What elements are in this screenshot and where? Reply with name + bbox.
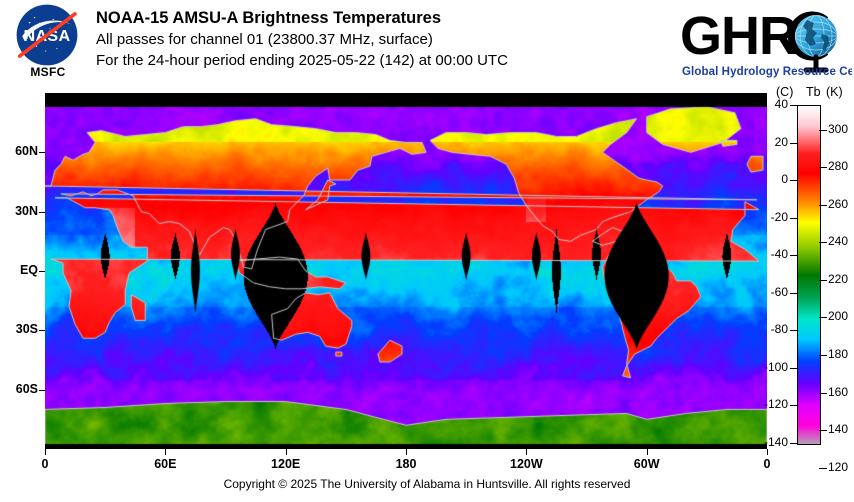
colorbar-tick-mark (819, 130, 827, 131)
colorbar-tick-celsius: 20 (774, 134, 788, 149)
colorbar-tick-mark (819, 355, 827, 356)
colorbar-tick-celsius: -60 (770, 284, 788, 299)
nasa-meatball-icon: NASA (16, 4, 78, 66)
colorbar-tick-celsius: -120 (763, 397, 788, 412)
map-ytick-mark (39, 271, 45, 272)
colorbar-tick-mark (790, 330, 798, 331)
colorbar-tick-kelvin: 240 (828, 234, 849, 249)
colorbar-tick-celsius: 40 (774, 97, 788, 111)
map-xtick-label: 0 (41, 457, 49, 471)
map-ytick-mark (39, 212, 45, 213)
colorbar-tick-mark (790, 368, 798, 369)
colorbar-tick-mark (819, 242, 827, 243)
colorbar-tick-mark (790, 180, 798, 181)
colorbar (797, 105, 821, 445)
map-xtick-mark (526, 449, 527, 455)
colorbar-tick-mark (819, 430, 827, 431)
colorbar-tick-mark (790, 255, 798, 256)
map-ytick-mark (39, 152, 45, 153)
map-xtick-label: 60W (633, 457, 660, 471)
colorbar-tick-kelvin: 300 (828, 121, 849, 136)
colorbar-tick-kelvin: 180 (828, 347, 849, 362)
colorbar-tick-kelvin: 140 (828, 422, 849, 437)
colorbar-tick-mark (790, 143, 798, 144)
map-panel (45, 93, 767, 449)
map-xtick-mark (767, 449, 768, 455)
colorbar-tick-celsius: -100 (763, 359, 788, 374)
colorbar-tick-kelvin: 160 (828, 384, 849, 399)
colorbar-tick-kelvin: 120 (828, 459, 849, 474)
ghrc-logo-icon: GHR Global Hydrology Resource Center (680, 6, 854, 78)
colorbar-tick-mark (819, 393, 827, 394)
title-block: NOAA-15 AMSU-A Brightness Temperatures A… (96, 8, 508, 71)
page-subtitle: All passes for channel 01 (23800.37 MHz,… (96, 31, 433, 48)
map-xtick-label: 120W (510, 457, 543, 471)
ghrc-logo: GHR Global Hydrology Resource Center (676, 2, 854, 82)
map-ytick-label: 60S (15, 381, 38, 396)
colorbar-tick-celsius: -80 (770, 322, 788, 337)
colorbar-tick-mark (819, 468, 827, 469)
colorbar-unit-kelvin: (K) (826, 85, 843, 99)
map-xtick-mark (647, 449, 648, 455)
colorbar-tick-mark (790, 293, 798, 294)
map-ytick-label: 30N (15, 203, 38, 218)
colorbar-tick-kelvin: 260 (828, 196, 849, 211)
colorbar-tick-mark (819, 317, 827, 318)
map-ytick-mark (39, 330, 45, 331)
colorbar-tick-celsius: -40 (770, 247, 788, 262)
map-ytick-label: 30S (15, 322, 38, 337)
page-title: NOAA-15 AMSU-A Brightness Temperatures (96, 9, 442, 27)
nasa-center-label: MSFC (30, 65, 66, 79)
map-ytick-mark (39, 390, 45, 391)
copyright-notice: Copyright © 2025 The University of Alaba… (0, 477, 854, 491)
colorbar-unit-celsius: (C) (776, 85, 794, 99)
svg-text:GHR: GHR (680, 6, 797, 66)
colorbar-tick-mark (790, 405, 798, 406)
brightness-temperature-map (45, 93, 767, 449)
colorbar-tick-mark (790, 218, 798, 219)
map-xtick-label: 120E (271, 457, 301, 471)
page-period: For the 24-hour period ending 2025-05-22… (96, 52, 508, 69)
map-ytick-label: EQ (19, 263, 38, 277)
colorbar-tick-celsius: 0 (781, 172, 788, 187)
nasa-logo: NASA MSFC (8, 4, 88, 80)
colorbar-tick-kelvin: 280 (828, 159, 849, 174)
copyright-text: Copyright © 2025 The University of Alaba… (223, 477, 631, 491)
colorbar-tick-kelvin: 220 (828, 271, 849, 286)
colorbar-tick-mark (819, 280, 827, 281)
map-xtick-label: 60E (154, 457, 177, 471)
map-xtick-label: 0 (763, 457, 771, 471)
map-xtick-mark (165, 449, 166, 455)
map-xtick-mark (45, 449, 46, 455)
colorbar-quantity-label: Tb (806, 85, 821, 99)
colorbar-tick-mark (819, 167, 827, 168)
map-ytick-label: 60N (15, 144, 38, 159)
ghrc-subtext: Global Hydrology Resource Center (682, 66, 852, 78)
colorbar-tick-celsius: -140 (763, 435, 788, 449)
colorbar-tick-mark (819, 205, 827, 206)
map-xtick-mark (406, 449, 407, 455)
map-xtick-mark (286, 449, 287, 455)
colorbar-tick-celsius: -20 (770, 209, 788, 224)
colorbar-tick-kelvin: 200 (828, 309, 849, 324)
map-xtick-label: 180 (395, 457, 417, 471)
colorbar-gradient (798, 106, 820, 444)
colorbar-tick-mark (790, 443, 798, 444)
colorbar-tick-mark (790, 105, 798, 106)
